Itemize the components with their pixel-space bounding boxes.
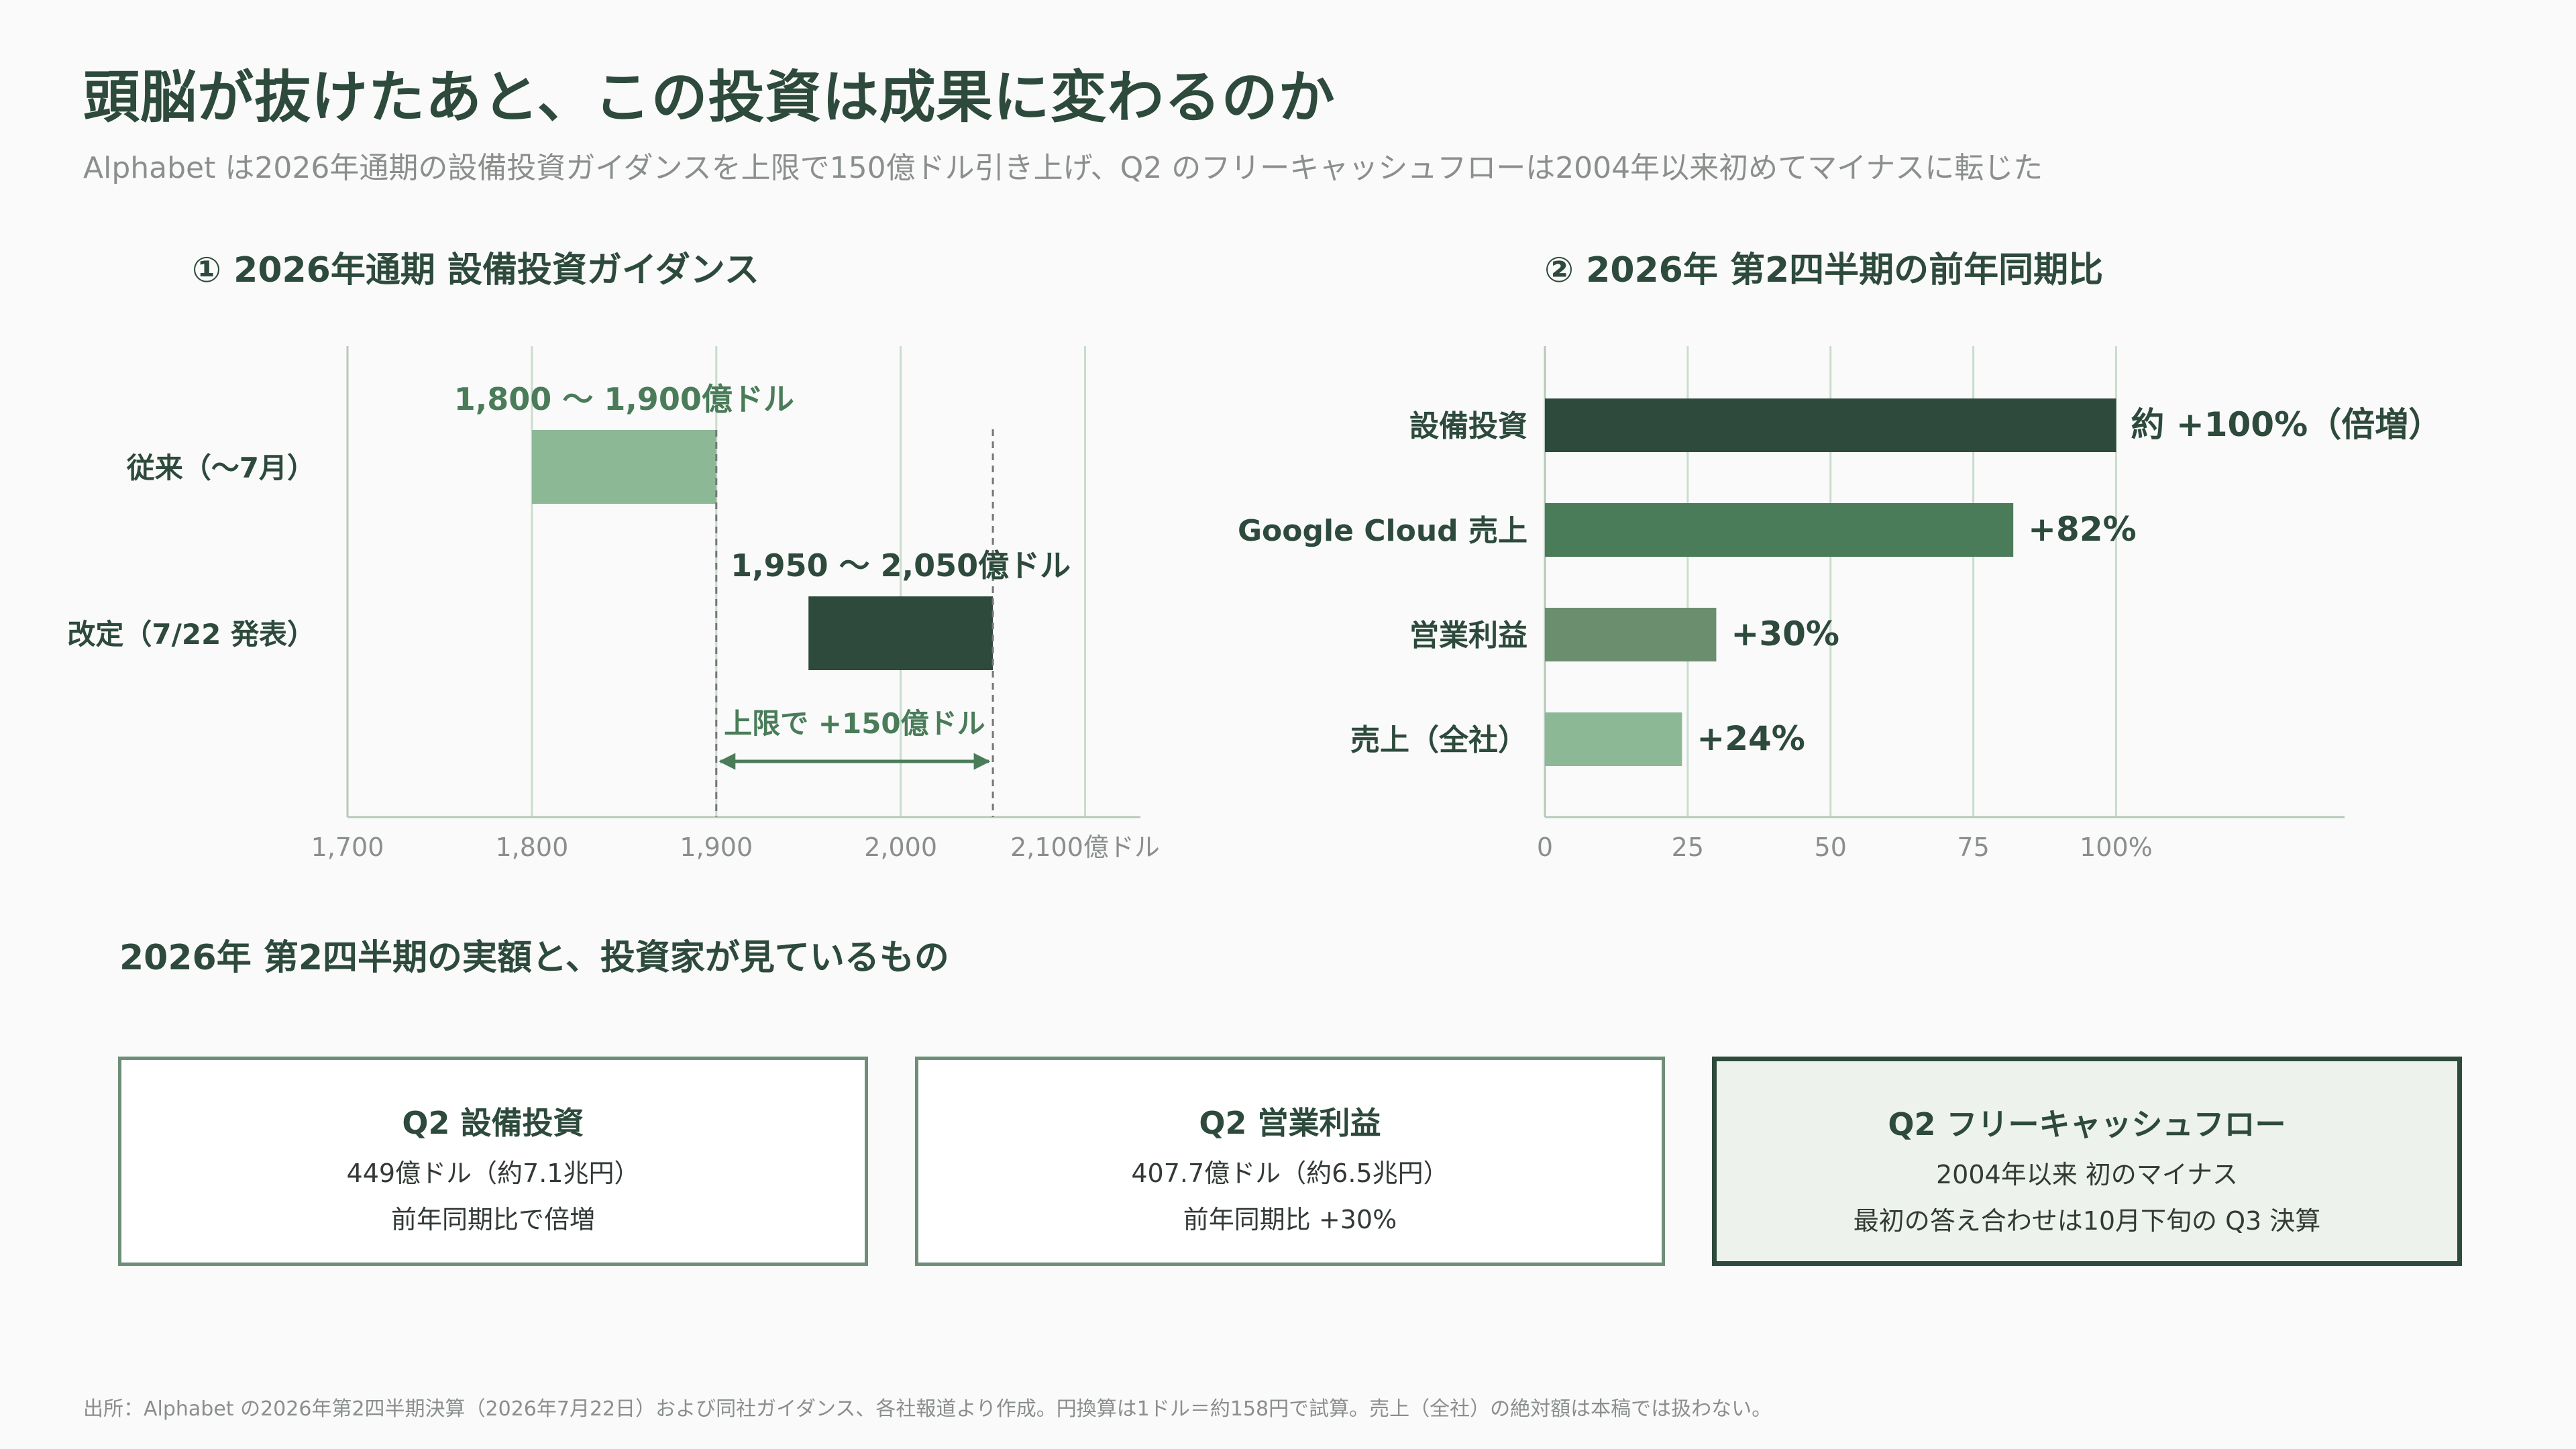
x-tick-label: 75 xyxy=(1957,833,1989,862)
card-q2-capex: Q2 設備投資 449億ドル（約7.1兆円） 前年同期比で倍増 xyxy=(118,1057,868,1266)
card-title: Q2 営業利益 xyxy=(1199,1105,1381,1141)
capex-guidance-chart: 1,700 1,800 1,900 2,000 2,100億ドル 従来（〜7月） 1,800… xyxy=(67,346,1160,862)
card-title: Q2 設備投資 xyxy=(402,1105,584,1141)
growth-bar xyxy=(1545,398,2116,452)
range-bar xyxy=(531,430,716,504)
category-label: 売上（全社） xyxy=(1350,723,1527,757)
range-bar xyxy=(808,596,994,670)
card-line: 前年同期比で倍増 xyxy=(390,1205,595,1234)
card-line: 407.7億ドル（約6.5兆円） xyxy=(1131,1159,1449,1188)
value-label: +30% xyxy=(1731,614,1839,653)
left-panel-title: ① 2026年通期 設備投資ガイダンス xyxy=(192,250,759,290)
card-line: 前年同期比 +30% xyxy=(1183,1205,1397,1234)
category-label: 従来（〜7月） xyxy=(126,451,315,484)
category-label: 営業利益 xyxy=(1409,619,1527,653)
range-label: 1,800 〜 1,900億ドル xyxy=(454,381,794,417)
right-panel-title: ② 2026年 第2四半期の前年同期比 xyxy=(1544,250,2104,290)
x-tick-label: 2,100億ドル xyxy=(1010,833,1160,862)
card-line: 449億ドル（約7.1兆円） xyxy=(346,1159,640,1188)
x-tick-label: 25 xyxy=(1672,833,1704,862)
card-q2-operating-profit: Q2 営業利益 407.7億ドル（約6.5兆円） 前年同期比 +30% xyxy=(915,1057,1665,1266)
x-tick-label: 1,900 xyxy=(680,833,753,862)
yoy-growth-chart: 0 25 50 75 100% 設備投資 約 +100%（倍増） Google Cloud 売… xyxy=(1238,346,2442,862)
category-label: 設備投資 xyxy=(1409,409,1527,443)
delta-annotation: 上限で +150億ドル xyxy=(724,707,985,740)
page-subtitle: Alphabet は2026年通期の設備投資ガイダンスを上限で150億ドル引き上… xyxy=(83,151,2043,185)
category-label: 改定（7/22 発表） xyxy=(67,618,315,651)
x-tick-label: 1,700 xyxy=(311,833,384,862)
card-line: 2004年以来 初のマイナス xyxy=(1935,1160,2239,1189)
x-tick-label: 2,000 xyxy=(864,833,937,862)
card-q2-free-cash-flow: Q2 フリーキャッシュフロー 2004年以来 初のマイナス 最初の答え合わせは1… xyxy=(1712,1057,2462,1266)
x-tick-label: 1,800 xyxy=(495,833,568,862)
footnote: 出所：Alphabet の2026年第2四半期決算（2026年7月22日）および… xyxy=(83,1397,1772,1421)
value-label: +82% xyxy=(2028,510,2137,549)
category-label: Google Cloud 売上 xyxy=(1238,514,1527,548)
x-tick-label: 50 xyxy=(1815,833,1847,862)
growth-bar xyxy=(1545,608,1717,661)
page-title: 頭脳が抜けたあと、この投資は成果に変わるのか xyxy=(83,64,1336,130)
range-label: 1,950 〜 2,050億ドル xyxy=(731,547,1071,584)
card-title: Q2 フリーキャッシュフロー xyxy=(1888,1106,2286,1142)
growth-bar xyxy=(1545,712,1682,766)
x-tick-label: 100% xyxy=(2080,833,2153,862)
growth-bar xyxy=(1545,503,2014,557)
x-tick-label: 0 xyxy=(1537,833,1553,862)
card-line: 最初の答え合わせは10月下旬の Q3 決算 xyxy=(1853,1206,2321,1236)
value-label: +24% xyxy=(1697,719,1805,758)
section-title: 2026年 第2四半期の実額と、投資家が見ているもの xyxy=(119,938,949,978)
value-label: 約 +100%（倍増） xyxy=(2131,405,2442,444)
